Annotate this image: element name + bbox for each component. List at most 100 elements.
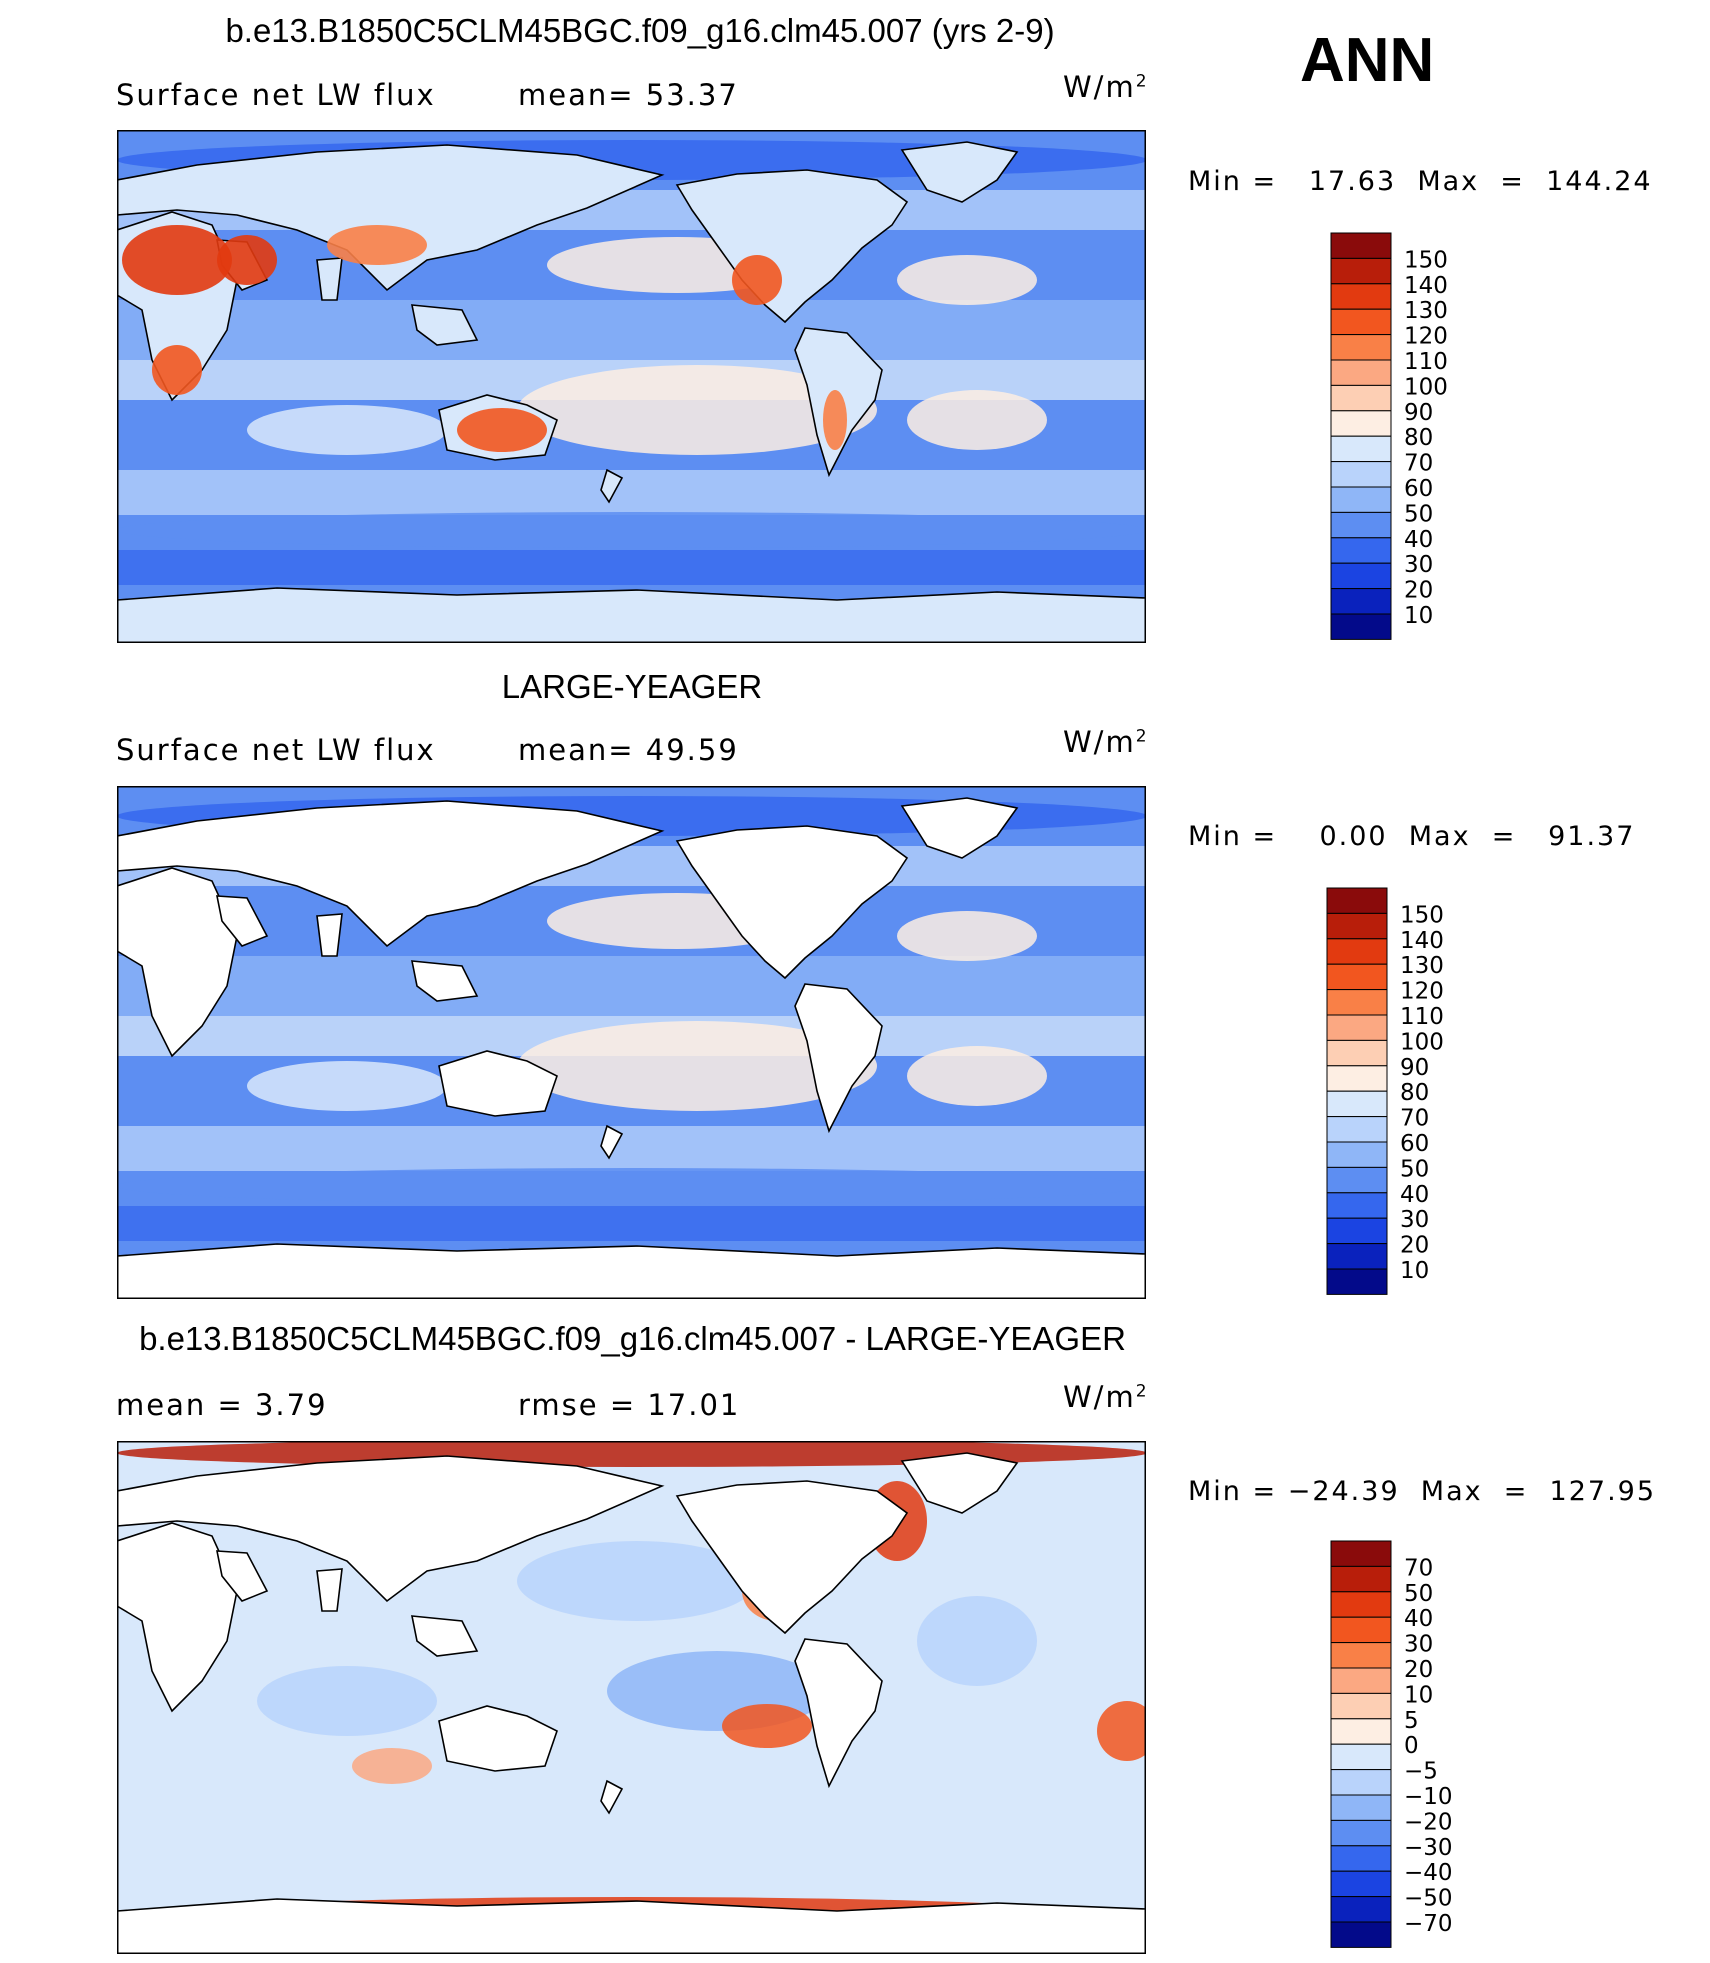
colorbar-swatch <box>1330 1870 1392 1898</box>
latitude-band <box>117 470 1146 515</box>
latitude-band <box>117 550 1146 585</box>
arabia-landmass <box>216 1550 269 1602</box>
s-africa-field <box>152 345 202 395</box>
colorbar-tick-label: 140 <box>1404 273 1448 299</box>
colorbar-swatch <box>1326 963 1388 991</box>
colorbar-swatch <box>1330 1692 1392 1720</box>
min-max-label: Min = 0.00 Max = 91.37 <box>1188 821 1636 852</box>
colorbar-tick-label: 40 <box>1404 1606 1433 1632</box>
colorbar-swatch <box>1330 334 1392 361</box>
colorbar-swatch <box>1330 486 1392 513</box>
arabia-landmass <box>216 895 269 947</box>
greenland-landmass <box>900 1452 1019 1514</box>
colorbar-swatch <box>1330 1540 1392 1567</box>
colorbar-tick-label: −40 <box>1404 1860 1453 1886</box>
colorbar-swatch <box>1330 511 1392 539</box>
colorbar-tick-label: 110 <box>1400 1004 1444 1030</box>
min-max-label: Min = −24.39 Max = 127.95 <box>1188 1476 1657 1507</box>
australia-hot-field <box>457 408 547 452</box>
colorbar-swatch <box>1326 1014 1388 1041</box>
tibet-field <box>327 225 427 265</box>
colorbar-tick-label: 30 <box>1404 1632 1433 1658</box>
maritime-continent-landmass <box>411 304 479 346</box>
colorbar-swatch <box>1330 562 1392 590</box>
latitude-band <box>117 300 1146 360</box>
panel-title: b.e13.B1850C5CLM45BGC.f09_g16.clm45.007 … <box>225 12 1055 49</box>
mean-label: mean= 53.37 <box>518 78 739 112</box>
colorbar-swatch <box>1330 283 1392 310</box>
map-frame <box>117 1441 1146 1954</box>
greenland-landmass <box>900 141 1019 203</box>
colorbar-tick-label: −5 <box>1404 1759 1438 1785</box>
maritime-continent-landmass <box>411 960 479 1002</box>
colorbar-swatch <box>1330 384 1392 412</box>
colorbar-tick-label: 90 <box>1404 400 1433 426</box>
colorbar-tick-label: 10 <box>1404 603 1433 629</box>
colorbar-swatch <box>1326 1192 1388 1219</box>
colorbar-tick-label: 140 <box>1400 928 1444 954</box>
colorbar-swatch <box>1330 1718 1392 1745</box>
latitude-band <box>117 956 1146 1016</box>
latitude-band <box>117 1126 1146 1171</box>
subtropic-s-atlantic-anomaly <box>907 390 1047 450</box>
colorbar-tick-label: 80 <box>1404 425 1433 451</box>
colorbar-swatch <box>1330 1743 1392 1771</box>
antarctica-landmass <box>117 1898 1146 1954</box>
eurasia-landmass <box>117 1455 665 1603</box>
subtropic-s-pacific-anomaly <box>517 365 877 455</box>
colorbar-tick-label: 100 <box>1404 374 1448 400</box>
south-america-landmass <box>794 983 883 1134</box>
subtropic-n-atlantic-anomaly <box>897 255 1037 305</box>
units-label: W/m2 <box>1063 1380 1149 1414</box>
antarctica-landmass <box>117 1243 1146 1299</box>
colorbar-tick-label: 10 <box>1400 1258 1429 1284</box>
colorbar-tick-label: −10 <box>1404 1784 1453 1810</box>
variable-label: Surface net LW flux <box>116 733 436 767</box>
colorbar-swatch <box>1326 1166 1388 1194</box>
units-label: W/m2 <box>1063 725 1149 759</box>
southern-ocean-band-anomaly <box>117 1168 1146 1204</box>
colorbar-tick-label: −30 <box>1404 1835 1453 1861</box>
atlantic-cool-anomaly <box>917 1596 1037 1686</box>
colorbar-tick-label: 0 <box>1404 1733 1419 1759</box>
map-canvas <box>117 130 1146 643</box>
subtropic-s-atlantic-anomaly <box>907 1046 1047 1106</box>
colorbar-swatch <box>1330 308 1392 336</box>
colorbar-swatch <box>1330 461 1392 488</box>
colorbar-swatch <box>1326 1141 1388 1168</box>
subtropic-s-indian-anomaly <box>247 1061 447 1111</box>
colorbar-tick-label: 10 <box>1404 1682 1433 1708</box>
colorbar-swatch <box>1330 1921 1392 1948</box>
colorbar-swatch <box>1330 359 1392 386</box>
colorbar-tick-label: −70 <box>1404 1911 1453 1937</box>
colorbar-swatch <box>1326 1065 1388 1092</box>
map-model <box>117 130 1146 643</box>
variable-label: Surface net LW flux <box>116 78 436 112</box>
mean-label: mean= 49.59 <box>518 733 739 767</box>
benguela-anomaly <box>1097 1701 1146 1761</box>
mean-label: mean = 3.79 <box>116 1388 328 1422</box>
colorbar-tick-label: 90 <box>1400 1055 1429 1081</box>
india-landmass <box>316 257 343 301</box>
colorbar-tick-label: 110 <box>1404 349 1448 375</box>
peru-upwelling-anomaly <box>722 1704 812 1748</box>
colorbar-swatch <box>1330 1667 1392 1694</box>
new-zealand-landmass <box>600 468 624 504</box>
eurasia-landmass <box>117 144 665 292</box>
south-america-landmass <box>794 1638 883 1789</box>
subtropic-s-pacific-anomaly <box>517 1021 877 1111</box>
map-difference <box>117 1441 1146 1954</box>
n-pacific-cool-anomaly <box>517 1541 757 1621</box>
colorbar-swatch <box>1330 1642 1392 1669</box>
africa-landmass <box>117 1522 238 1713</box>
sw-north-america-field <box>732 255 782 305</box>
colorbar-difference: 70 50 40 30 20 10 5 0 −5 −10 −20 −30 −40 −50 −70 <box>1330 1540 1490 1950</box>
indian-cool-anomaly <box>257 1666 437 1736</box>
new-zealand-landmass <box>600 1124 624 1160</box>
colorbar-swatch <box>1330 1896 1392 1923</box>
colorbar-swatch <box>1330 410 1392 437</box>
colorbar-tick-label: 30 <box>1400 1207 1429 1233</box>
colorbar-swatch <box>1326 887 1388 914</box>
